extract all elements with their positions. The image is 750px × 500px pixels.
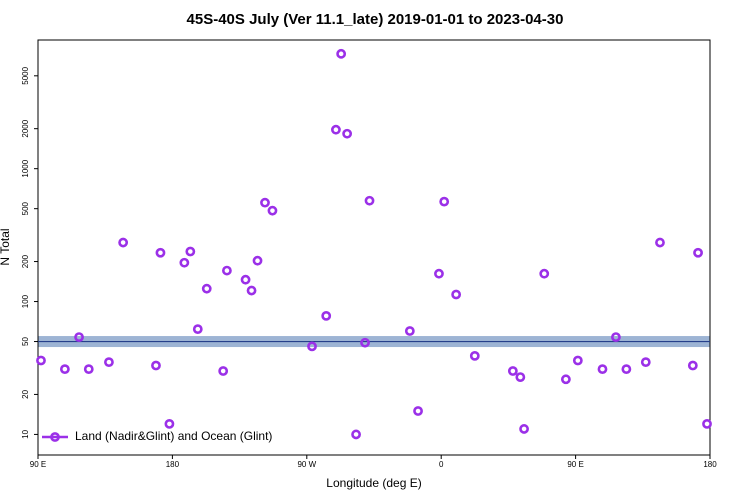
point	[364, 195, 375, 206]
point	[74, 332, 84, 343]
point	[404, 326, 415, 336]
y-tick-label: 50	[21, 337, 30, 346]
point	[693, 247, 703, 258]
point	[655, 237, 665, 248]
point	[260, 197, 270, 208]
y-tick-label: 1000	[21, 159, 30, 177]
y-tick-label: 2000	[21, 119, 30, 137]
point	[611, 332, 621, 343]
point	[702, 418, 712, 429]
x-tick-label: 0	[439, 460, 444, 469]
point	[621, 364, 632, 375]
point	[434, 268, 444, 279]
point	[519, 424, 529, 434]
point	[218, 366, 229, 376]
point	[360, 337, 370, 348]
x-axis-label: Longitude (deg E)	[326, 476, 421, 490]
point	[118, 237, 129, 248]
legend-marker	[50, 432, 60, 442]
point	[307, 341, 317, 352]
plot-frame	[37, 39, 711, 456]
point	[413, 406, 423, 416]
point	[267, 205, 278, 216]
point	[151, 360, 161, 371]
point	[83, 364, 94, 375]
point	[179, 257, 190, 268]
point	[164, 418, 175, 429]
chart-title: 45S-40S July (Ver 11.1_late) 2019-01-01 …	[187, 11, 564, 28]
point	[439, 196, 450, 207]
point	[331, 124, 341, 135]
x-tick-label: 90 E	[30, 460, 46, 469]
point	[252, 255, 263, 266]
point	[336, 48, 347, 59]
y-tick-label: 200	[21, 254, 30, 268]
point	[104, 357, 114, 368]
point	[201, 283, 212, 294]
y-tick-label: 5000	[21, 66, 30, 84]
point	[185, 246, 196, 257]
x-tick-label: 90 E	[567, 460, 583, 469]
y-axis-label: N Total	[0, 228, 12, 265]
point	[192, 324, 203, 335]
point	[687, 360, 698, 371]
y-tick-label: 10	[21, 429, 30, 438]
point	[240, 274, 251, 285]
point	[155, 247, 166, 258]
y-tick-label: 20	[21, 389, 30, 398]
point	[342, 128, 353, 139]
point	[560, 374, 571, 385]
y-tick-label: 500	[21, 201, 30, 215]
point	[246, 285, 257, 296]
point	[222, 265, 232, 276]
point	[351, 429, 361, 440]
x-tick-label: 90 W	[297, 460, 316, 469]
x-tick-label: 180	[703, 460, 717, 469]
point	[321, 310, 332, 321]
legend-label: Land (Nadir&Glint) and Ocean (Glint)	[75, 429, 272, 443]
point	[640, 357, 651, 368]
point	[597, 364, 608, 375]
point	[515, 372, 526, 383]
point	[469, 350, 480, 361]
x-tick-label: 180	[166, 460, 180, 469]
y-tick-label: 100	[21, 294, 30, 308]
point	[539, 268, 550, 279]
point	[36, 355, 46, 366]
point	[59, 364, 70, 375]
point	[572, 355, 583, 366]
point	[507, 366, 518, 376]
point	[451, 289, 462, 300]
